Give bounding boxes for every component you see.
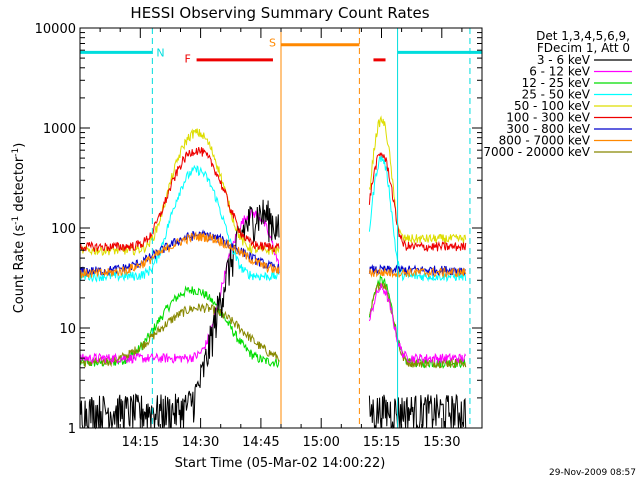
y-tick-label: 1000 xyxy=(43,122,76,137)
legend-item-label: 3 - 6 keV xyxy=(537,53,591,67)
y-axis-label-end: ) xyxy=(12,143,27,148)
series-line-3 xyxy=(368,155,467,283)
x-tick-label: 15:30 xyxy=(423,435,460,450)
flag-annotation: F xyxy=(185,53,191,66)
legend: Det 1,3,4,5,6,9, FDecim 1, Att 0 3 - 6 k… xyxy=(483,29,632,159)
legend-item-label: 6 - 12 keV xyxy=(529,65,591,79)
legend-header-line-2: FDecim 1, Att 0 xyxy=(537,41,630,55)
chart-title: HESSI Observing Summary Count Rates xyxy=(130,4,429,22)
y-tick-label: 10000 xyxy=(35,22,76,37)
series-line-6 xyxy=(368,263,466,277)
series-line-8 xyxy=(368,282,467,369)
y-axis-label-sup2: -1 xyxy=(11,148,21,157)
y-axis-label-mid: detector xyxy=(12,156,27,216)
legend-item-label: 300 - 800 keV xyxy=(506,122,590,136)
x-tick-label: 15:00 xyxy=(302,435,339,450)
series-line-0 xyxy=(79,199,280,430)
x-axis: 14:15 14:30 14:45 15:00 15:15 15:30 xyxy=(99,28,483,450)
series-line-1 xyxy=(79,207,280,365)
y-axis-label: Count Rate (s-1 detector-1) xyxy=(11,143,27,314)
x-tick-label: 14:15 xyxy=(122,435,159,450)
legend-item-label: 12 - 25 keV xyxy=(522,76,591,90)
series-line-4 xyxy=(79,128,280,256)
y-axis: 1 10 100 1000 10000 xyxy=(35,22,482,437)
series-line-1 xyxy=(368,282,467,364)
series-line-0 xyxy=(368,393,467,429)
legend-header-line-1: Det 1,3,4,5,6,9, xyxy=(536,29,630,43)
footer-timestamp: 29-Nov-2009 08:57 xyxy=(549,468,636,478)
flag-annotation: S xyxy=(269,37,276,50)
flag-annotations: N F S xyxy=(156,37,276,66)
legend-item-label: 50 - 100 keV xyxy=(514,99,591,113)
legend-item-label: 800 - 7000 keV xyxy=(499,134,591,148)
y-tick-label: 100 xyxy=(51,222,76,237)
x-axis-label: Start Time (05-Mar-02 14:00:22) xyxy=(175,456,386,471)
series-line-5 xyxy=(79,146,280,252)
flag-annotation: N xyxy=(156,46,164,59)
series-line-7 xyxy=(368,266,467,279)
series-line-5 xyxy=(368,152,467,252)
x-tick-label: 14:45 xyxy=(242,435,279,450)
y-tick-label: 10 xyxy=(59,322,76,337)
y-axis-label-sup1: -1 xyxy=(11,216,21,225)
x-tick-label: 15:15 xyxy=(363,435,400,450)
data-curves xyxy=(79,115,467,430)
series-line-4 xyxy=(368,115,467,245)
legend-item-label: 100 - 300 keV xyxy=(506,111,590,125)
y-axis-label-main: Count Rate (s xyxy=(12,225,27,314)
legend-item-label: 7000 - 20000 keV xyxy=(483,145,590,159)
x-tick-label: 14:30 xyxy=(182,435,219,450)
y-tick-label: 1 xyxy=(68,422,76,437)
series-line-7 xyxy=(79,231,280,279)
legend-item-label: 25 - 50 keV xyxy=(522,88,591,102)
flag-bars xyxy=(80,43,482,62)
